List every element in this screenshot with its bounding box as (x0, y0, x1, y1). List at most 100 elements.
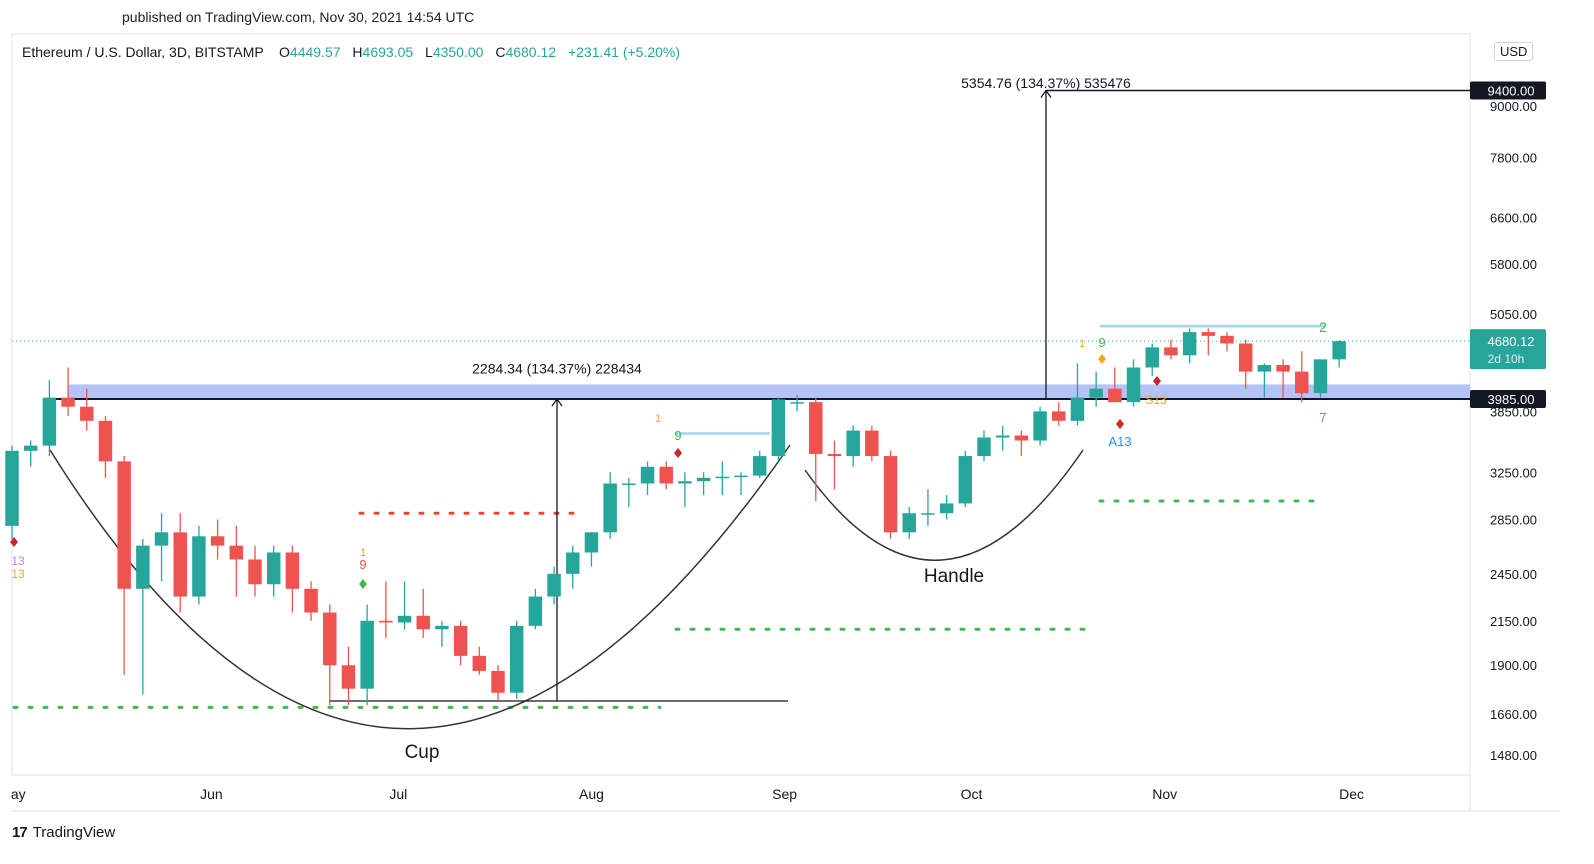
candle-body (323, 612, 337, 666)
y-tick-label: 3250.00 (1490, 465, 1537, 480)
candle-body (752, 456, 767, 476)
y-tick-label: 5050.00 (1490, 307, 1537, 322)
td-edge-13-b: 13 (11, 567, 25, 581)
y-tick-label: 7800.00 (1490, 151, 1537, 166)
candle-body (285, 552, 300, 589)
td-nine-marker-2: 9 (674, 428, 681, 443)
x-tick-label: Nov (1152, 786, 1177, 802)
tradingview-logo-icon: 17 (12, 824, 28, 841)
candle-body (136, 545, 150, 589)
candle-body (715, 476, 730, 479)
handle-curve (804, 449, 1084, 561)
candle-body (921, 513, 935, 515)
candle-body (379, 620, 393, 623)
y-tick-label: 5800.00 (1490, 257, 1537, 272)
candle-body (435, 625, 449, 630)
x-tick-label: Sep (772, 786, 797, 802)
current-price-tag: 4680.12 (1488, 334, 1535, 349)
y-tick-label: 3850.00 (1490, 404, 1537, 419)
td-seven-marker: 7 (1319, 410, 1326, 425)
candle-body (566, 552, 580, 574)
x-tick-label: Oct (961, 786, 983, 802)
candle-body (902, 513, 916, 533)
candle-body (117, 461, 131, 589)
candle-body (809, 402, 823, 454)
candle-body (883, 456, 898, 533)
handle-label: Handle (924, 566, 984, 587)
candle-body (397, 615, 412, 623)
open-value: 4449.57 (289, 44, 341, 60)
td-diamond-orange (1098, 354, 1106, 364)
target-price-tag: 9400.00 (1488, 84, 1535, 99)
cup-curve (49, 444, 791, 730)
td-diamond-green (359, 579, 367, 589)
symbol-legend: Ethereum / U.S. Dollar, 3D, BITSTAMP O44… (22, 44, 680, 60)
x-tick-label: Jul (389, 786, 407, 802)
candle-body (958, 456, 973, 504)
candle-body (846, 430, 860, 457)
symbol-name: Ethereum / U.S. Dollar, 3D, BITSTAMP (22, 44, 264, 60)
change-value: +231.41 (+5.20%) (567, 44, 681, 60)
candle-body (472, 655, 487, 671)
candle-body (1070, 397, 1085, 421)
low-value: 4350.00 (432, 44, 484, 60)
candle-body (266, 552, 281, 585)
candle-body (1332, 341, 1346, 360)
candle-body (1276, 365, 1290, 372)
candle-body (584, 532, 599, 553)
y-tick-label: 1660.00 (1490, 707, 1537, 722)
candle-body (304, 588, 318, 613)
candle-body (416, 615, 430, 630)
td-nine-marker-3: 9 (1098, 335, 1105, 350)
candle-body (995, 435, 1010, 438)
close-label: C (495, 44, 506, 60)
candle-body (1108, 388, 1122, 403)
low-label: L (425, 44, 433, 60)
candle-body (210, 536, 225, 546)
candle-body (341, 665, 356, 689)
candle-body (509, 625, 524, 693)
y-tick-label: 1480.00 (1490, 748, 1537, 763)
target-price-tag-bg (1470, 81, 1546, 100)
td-nine-marker-1: 9 (359, 557, 366, 572)
candle-body (603, 483, 617, 533)
candle-body (1089, 388, 1103, 398)
candle-body (865, 430, 879, 457)
cup-label: Cup (405, 742, 440, 763)
candle-body (23, 445, 38, 451)
close-value: 4680.12 (505, 44, 557, 60)
current-price-tag-bg (1470, 329, 1546, 370)
y-tick-label: 2150.00 (1490, 614, 1537, 629)
candle-body (42, 397, 57, 446)
candle-body (1014, 435, 1029, 441)
currency-button[interactable]: USD (1494, 42, 1534, 61)
candle-body (491, 670, 505, 693)
candle-body (827, 453, 842, 457)
candle-body (154, 532, 169, 546)
candle-body (5, 450, 19, 526)
candle-body (1295, 371, 1309, 394)
candle-body (1052, 411, 1066, 421)
candle-body (1126, 367, 1141, 403)
candle-body (173, 532, 187, 597)
tradingview-brand[interactable]: 17 TradingView (12, 824, 115, 841)
candle-body (622, 483, 636, 486)
td-small-marker-1: 1 (360, 547, 366, 559)
td-diamond-edge (10, 537, 18, 547)
candle-body (734, 475, 748, 478)
support-price-tag-bg (1470, 389, 1546, 408)
target-measure-label: 5354.76 (134.37%) 535476 (961, 75, 1131, 91)
candle-body (1164, 347, 1178, 356)
candle-body (1182, 332, 1197, 356)
cup-measure-label-bg (458, 358, 656, 379)
candle-body (1257, 365, 1272, 372)
candle-body (771, 399, 786, 457)
candle-body (98, 420, 113, 462)
x-tick-label: Dec (1339, 786, 1364, 802)
candle-body (192, 536, 206, 597)
td-a13-marker: A13 (1108, 434, 1131, 449)
high-label: H (352, 44, 363, 60)
candle-body (1220, 335, 1234, 344)
candle-body (1238, 343, 1253, 372)
